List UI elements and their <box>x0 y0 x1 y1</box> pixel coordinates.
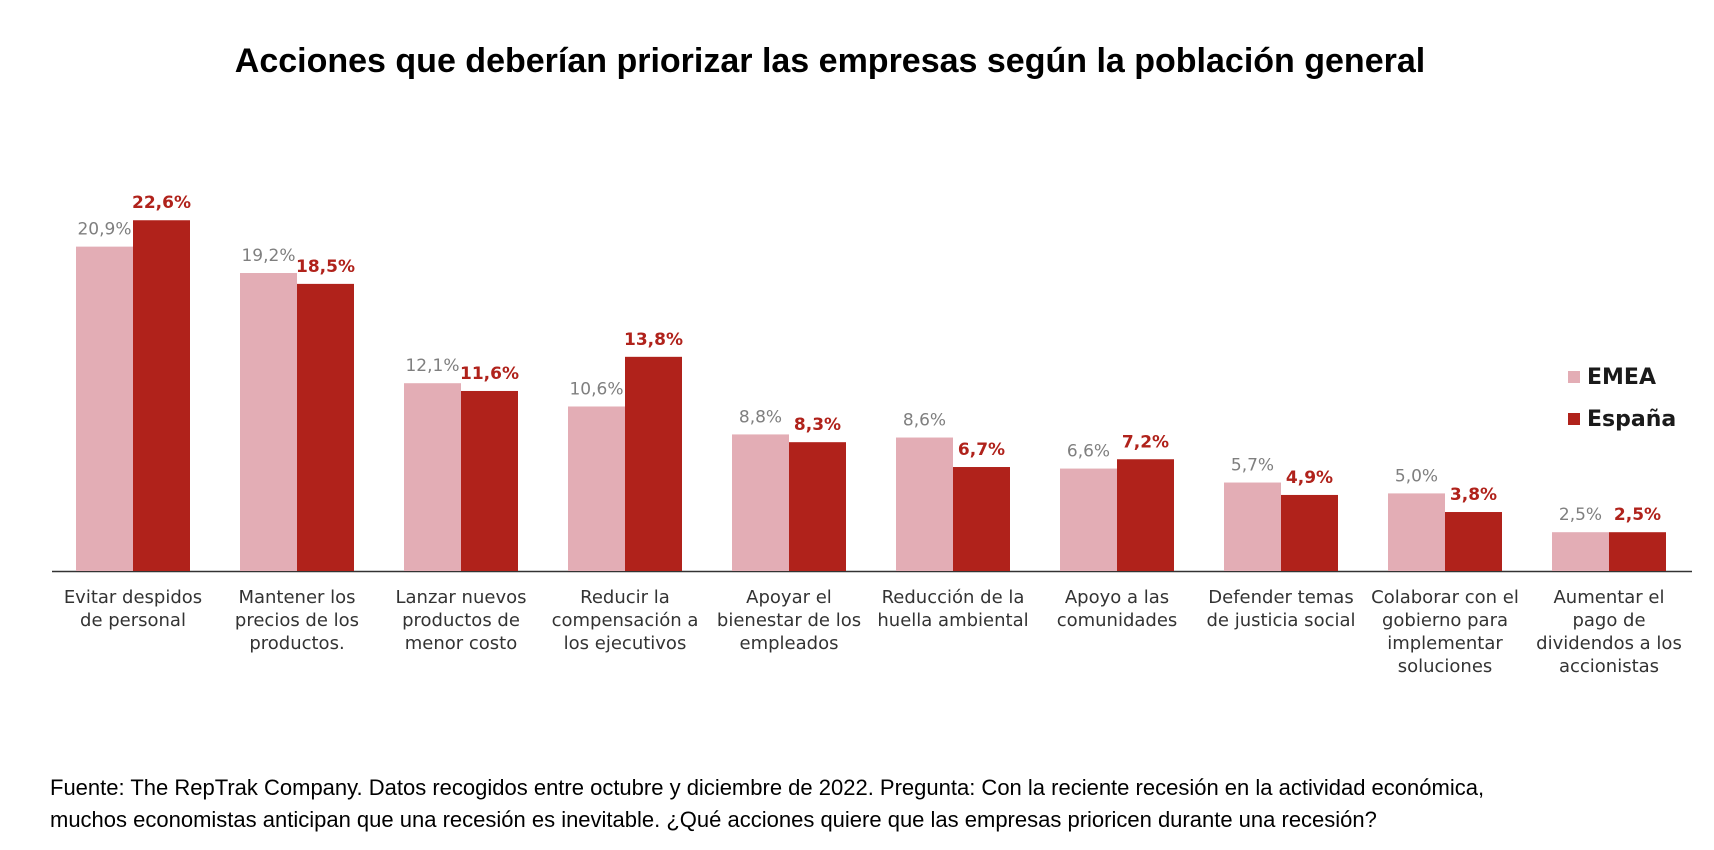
data-label-spain: 18,5% <box>296 257 355 277</box>
legend-swatch-emea <box>1568 371 1580 383</box>
chart-title: Acciones que deberían priorizar las empr… <box>234 42 1426 80</box>
bar-emea <box>1388 493 1445 571</box>
data-label-spain: 8,3% <box>794 415 841 435</box>
data-label-emea: 8,6% <box>903 411 946 431</box>
data-label-spain: 7,2% <box>1122 432 1169 452</box>
data-label-emea: 5,0% <box>1395 466 1438 486</box>
legend: EMEA España <box>1568 356 1676 440</box>
data-label-emea: 8,8% <box>739 407 782 427</box>
category-label: Lanzar nuevos productos de menor costo <box>395 587 526 654</box>
category-label: Apoyar el bienestar de los empleados <box>717 587 861 654</box>
legend-item-emea: EMEA <box>1568 356 1676 398</box>
bar-emea <box>1224 482 1281 571</box>
bar-emea <box>732 434 789 571</box>
legend-swatch-spain <box>1568 413 1580 425</box>
data-label-emea: 19,2% <box>241 246 295 266</box>
bar-spain <box>1445 512 1502 571</box>
bar-spain <box>1281 494 1338 571</box>
category-label: Reducir la compensación a los ejecutivos <box>552 587 699 654</box>
category-label: Reducción de la huella ambiental <box>877 587 1028 631</box>
bar-emea <box>1060 468 1117 571</box>
bar-emea <box>404 383 461 571</box>
bar-spain <box>1609 532 1666 571</box>
bar-emea <box>568 406 625 571</box>
data-label-spain: 4,9% <box>1286 468 1333 488</box>
data-label-emea: 5,7% <box>1231 456 1274 476</box>
legend-label-spain: España <box>1587 406 1677 432</box>
data-label-spain: 11,6% <box>460 364 519 384</box>
data-label-emea: 6,6% <box>1067 442 1110 462</box>
legend-item-spain: España <box>1568 398 1676 440</box>
category-label: Aumentar el pago de dividendos a los accion… <box>1536 587 1682 677</box>
bar-spain <box>625 356 682 571</box>
bar-emea <box>76 246 133 571</box>
data-label-emea: 20,9% <box>77 220 131 240</box>
bar-emea <box>240 273 297 571</box>
bar-spain <box>297 283 354 571</box>
source-line-2: muchos economistas anticipan que una rec… <box>50 807 1377 832</box>
data-label-spain: 22,6% <box>132 193 191 213</box>
data-label-spain: 3,8% <box>1450 485 1497 505</box>
data-label-emea: 2,5% <box>1559 505 1602 525</box>
bar-spain <box>461 390 518 571</box>
category-label: Colaborar con el gobierno para implementar… <box>1371 587 1519 677</box>
category-label: Evitar despidos de personal <box>64 587 202 631</box>
data-label-spain: 6,7% <box>958 440 1005 460</box>
source-line-1: Fuente: The RepTrak Company. Datos recog… <box>50 775 1485 800</box>
data-label-spain: 13,8% <box>624 330 683 350</box>
source-note: Fuente: The RepTrak Company. Datos recog… <box>50 772 1670 836</box>
category-label: Apoyo a las comunidades <box>1057 587 1178 631</box>
data-label-emea: 10,6% <box>569 379 623 399</box>
category-label: Defender temas de justicia social <box>1206 587 1355 631</box>
bar-emea <box>1552 532 1609 571</box>
legend-label-emea: EMEA <box>1587 364 1656 390</box>
data-label-spain: 2,5% <box>1614 505 1661 525</box>
data-label-emea: 12,1% <box>405 356 459 376</box>
bar-spain <box>953 467 1010 571</box>
bar-emea <box>896 437 953 571</box>
bar-spain <box>1117 459 1174 571</box>
bar-spain <box>133 220 190 572</box>
bar-spain <box>789 442 846 571</box>
category-label: Mantener los precios de los productos. <box>235 587 359 654</box>
